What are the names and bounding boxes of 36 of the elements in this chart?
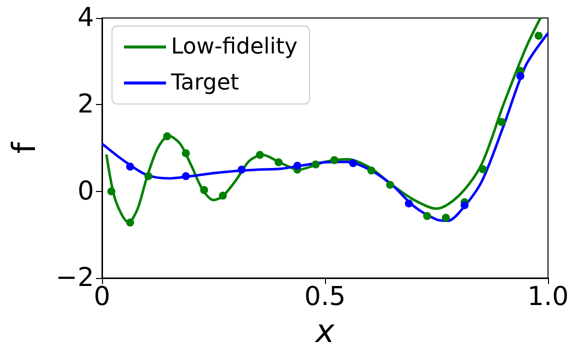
point [442, 214, 450, 222]
point [404, 199, 413, 208]
x-tick-label: 0.5 [304, 282, 346, 312]
point [293, 162, 302, 170]
point [200, 186, 208, 194]
point [423, 212, 432, 220]
y-tick-label: 2 [77, 90, 94, 120]
point [144, 172, 152, 180]
point [367, 166, 376, 175]
legend-label: Target [170, 70, 240, 96]
point [107, 187, 116, 196]
y-tick-label: 4 [77, 3, 94, 33]
point [330, 156, 338, 164]
y-tick-label: −2 [56, 263, 94, 293]
point [478, 165, 487, 174]
point [126, 162, 134, 171]
point [238, 166, 246, 174]
point [256, 150, 264, 159]
point [274, 158, 283, 166]
y-axis-title: f [5, 142, 43, 154]
point [182, 149, 190, 158]
point [386, 180, 394, 189]
point [126, 218, 134, 227]
point [498, 118, 506, 126]
y-tick-label: 0 [77, 176, 94, 206]
legend-label: Low-fidelity [171, 34, 298, 60]
x-axis-title: x [314, 312, 336, 350]
point [182, 172, 190, 180]
x-tick-label: 1.0 [527, 282, 569, 312]
point [349, 159, 358, 168]
point [460, 201, 469, 210]
point [218, 192, 227, 200]
point [534, 32, 543, 40]
point [312, 160, 320, 168]
point [163, 132, 172, 140]
point [516, 72, 524, 80]
